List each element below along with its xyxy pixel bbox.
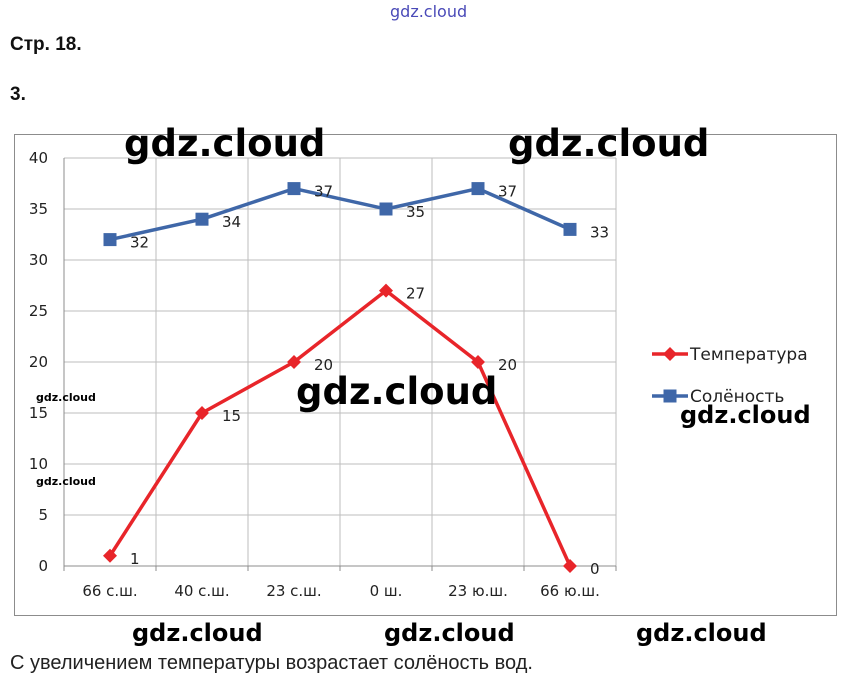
data-label: 20 <box>314 356 333 374</box>
data-label: 37 <box>498 183 517 201</box>
watermark: gdz.cloud <box>132 619 263 647</box>
x-tick-label: 0 ш. <box>370 582 403 600</box>
watermark: gdz.cloud <box>508 122 710 165</box>
legend-marker <box>663 389 677 403</box>
series-line <box>108 288 572 567</box>
data-point <box>379 283 393 298</box>
conclusion-text: С увеличением температуры возрастает сол… <box>10 652 533 674</box>
watermark: gdz.cloud <box>636 619 767 647</box>
watermark: gdz.cloud <box>384 619 515 647</box>
data-point <box>379 202 393 216</box>
task-number: 3. <box>10 84 26 105</box>
site-watermark: gdz.cloud <box>390 2 468 21</box>
y-tick-label: 40 <box>29 149 48 167</box>
data-point <box>103 548 117 563</box>
legend-label: Температура <box>689 345 808 365</box>
data-label: 33 <box>590 223 609 241</box>
watermark: gdz.cloud <box>36 475 96 488</box>
data-label: 34 <box>222 213 241 231</box>
y-tick-label: 30 <box>29 251 48 269</box>
legend-marker <box>663 347 677 361</box>
y-tick-label: 0 <box>38 557 48 575</box>
data-label: 37 <box>314 183 333 201</box>
data-label: 35 <box>406 203 425 221</box>
y-tick-label: 35 <box>29 200 48 218</box>
data-label: 32 <box>130 234 149 252</box>
watermark: gdz.cloud <box>124 122 326 165</box>
x-tick-label: 66 ю.ш. <box>540 582 600 600</box>
x-tick-label: 40 с.ш. <box>174 582 229 600</box>
legend-label: Солёность <box>690 387 784 407</box>
x-tick-label: 23 ю.ш. <box>448 582 508 600</box>
chart-frame <box>14 134 837 616</box>
watermark: gdz.cloud <box>36 391 96 404</box>
y-tick-label: 25 <box>29 302 48 320</box>
data-label: 0 <box>590 560 600 578</box>
watermark: gdz.cloud <box>680 401 811 429</box>
x-tick-label: 23 с.ш. <box>266 582 321 600</box>
data-point <box>195 406 209 420</box>
y-tick-label: 15 <box>29 404 48 422</box>
y-tick-label: 10 <box>29 455 48 473</box>
data-point <box>563 559 577 573</box>
data-point <box>287 182 301 196</box>
data-point <box>563 222 577 236</box>
x-tick-label: 66 с.ш. <box>82 582 137 600</box>
watermark: gdz.cloud <box>296 370 498 413</box>
page-reference: Стр. 18. <box>10 34 82 55</box>
data-point <box>471 182 485 196</box>
data-label: 1 <box>130 550 140 568</box>
data-point <box>287 355 301 369</box>
y-tick-label: 5 <box>38 506 48 524</box>
y-tick-label: 20 <box>29 353 48 371</box>
data-label: 27 <box>406 285 425 303</box>
data-point <box>103 233 117 247</box>
series-line <box>109 186 571 242</box>
data-point <box>195 212 209 226</box>
data-label: 15 <box>222 407 241 425</box>
data-label: 20 <box>498 356 517 374</box>
data-point <box>471 355 485 369</box>
